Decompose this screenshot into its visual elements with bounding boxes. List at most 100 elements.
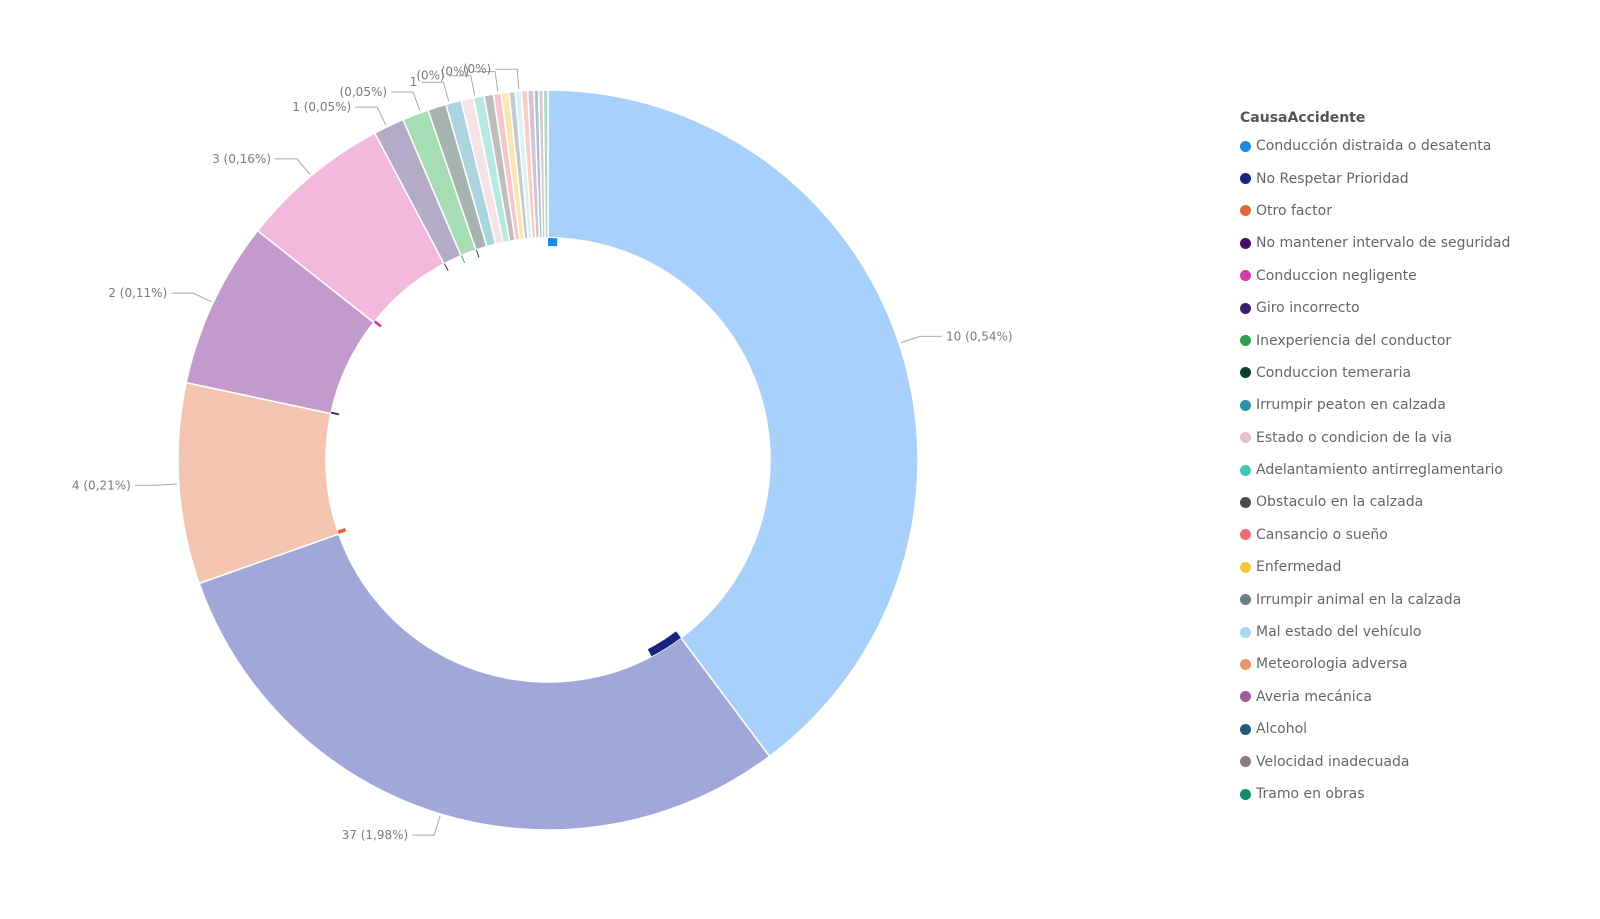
legend-marker-icon: [1240, 496, 1251, 508]
legend-item-alcohol[interactable]: Alcohol: [1240, 713, 1590, 745]
legend-marker-icon: [1240, 302, 1251, 314]
legend-item-irrumpir-animal-en-la-calzada[interactable]: Irrumpir animal en la calzada: [1240, 583, 1590, 615]
legend-item-no-mantener-intervalo-de-seguridad[interactable]: No mantener intervalo de seguridad: [1240, 227, 1590, 259]
legend-item-label: No mantener intervalo de seguridad: [1256, 235, 1511, 252]
legend-marker-icon: [1240, 788, 1251, 800]
legend-marker-icon: [1240, 140, 1251, 152]
legend-item-adelantamiento-antirreglamentario[interactable]: Adelantamiento antirreglamentario: [1240, 454, 1590, 486]
data-label-adelantamiento-antirreglamentario: (0%): [463, 62, 491, 76]
legend-marker-icon: [1240, 367, 1251, 379]
legend-item-label: Conducción distraida o desatenta: [1256, 138, 1492, 155]
legend-item-averia-mecanica[interactable]: Averia mecánica: [1240, 681, 1590, 713]
inner-slice-otro-factor[interactable]: [337, 527, 347, 535]
legend-item-label: Conduccion temeraria: [1256, 364, 1412, 381]
legend-item-label: Cansancio o sueño: [1256, 526, 1388, 543]
legend-marker-icon: [1240, 270, 1251, 282]
legend-item-conduccion-negligente[interactable]: Conduccion negligente: [1240, 260, 1590, 292]
data-label-otro-factor: 4 (0,21%): [72, 478, 131, 492]
legend-item-velocidad-inadecuada[interactable]: Velocidad inadecuada: [1240, 745, 1590, 777]
inner-slice-conduccion-negligente[interactable]: [373, 320, 382, 328]
legend-item-estado-o-condicion-de-la-via[interactable]: Estado o condicion de la via: [1240, 422, 1590, 454]
legend-item-label: Inexperiencia del conductor: [1256, 332, 1452, 349]
inner-slice-conduccion-distraida-o-desatenta[interactable]: [548, 238, 558, 247]
legend-marker-icon: [1240, 399, 1251, 411]
legend-item-label: No Respetar Prioridad: [1256, 170, 1409, 187]
legend-marker-icon: [1240, 594, 1251, 606]
legend-item-label: Estado o condicion de la via: [1256, 429, 1453, 446]
legend-item-cansancio-o-sueno[interactable]: Cansancio o sueño: [1240, 519, 1590, 551]
legend-marker-icon: [1240, 335, 1251, 347]
legend-title: CausaAccidente: [1240, 110, 1366, 126]
legend-marker-icon: [1240, 756, 1251, 768]
legend-item-conduccion-temeraria[interactable]: Conduccion temeraria: [1240, 357, 1590, 389]
inner-slice-conduccion-temeraria[interactable]: [475, 249, 480, 258]
legend-item-label: Velocidad inadecuada: [1256, 753, 1410, 770]
legend-item-label: Irrumpir peaton en calzada: [1256, 397, 1446, 414]
leader-line: [448, 75, 476, 96]
data-label-inexperiencia-del-conductor: (0,05%): [340, 85, 387, 99]
inner-slice-inexperiencia-del-conductor[interactable]: [461, 255, 466, 264]
data-label-no-mantener-intervalo-de-seguridad: 2 (0,11%): [108, 286, 167, 300]
legend-item-label: Mal estado del vehículo: [1256, 624, 1422, 641]
legend-marker-icon: [1240, 464, 1251, 476]
data-label-estado-o-condicion-de-la-via: (0%): [441, 65, 469, 79]
legend-marker-icon: [1240, 723, 1251, 735]
legend-marker-icon: [1240, 658, 1251, 670]
legend-item-label: Meteorologia adversa: [1256, 656, 1408, 673]
legend-item-conduccion-distraida-o-desatenta[interactable]: Conducción distraida o desatenta: [1240, 130, 1590, 162]
legend-marker-icon: [1240, 237, 1251, 249]
legend-marker-icon: [1240, 626, 1251, 638]
legend-item-label: Adelantamiento antirreglamentario: [1256, 462, 1503, 479]
data-label-no-respetar-prioridad: 37 (1,98%): [342, 828, 409, 842]
legend-item-otro-factor[interactable]: Otro factor: [1240, 195, 1590, 227]
legend: CausaAccidente Conducción distraida o de…: [1240, 110, 1590, 810]
data-labels: 10 (0,54%) 37 (1,98%) 4 (0,21%) 2 (0,11%) 3 …: [72, 62, 1013, 842]
legend-item-label: Tramo en obras: [1256, 786, 1365, 802]
legend-item-no-respetar-prioridad[interactable]: No Respetar Prioridad: [1240, 162, 1590, 194]
leader-line: [900, 335, 942, 344]
legend-item-label: Alcohol: [1256, 721, 1308, 738]
donut-inner-ring: [330, 238, 681, 657]
legend-item-label: Otro factor: [1256, 202, 1332, 219]
legend-item-label: Irrumpir animal en la calzada: [1256, 591, 1462, 608]
leader-line: [412, 815, 441, 836]
legend-item-giro-incorrecto[interactable]: Giro incorrecto: [1240, 292, 1590, 324]
legend-item-mal-estado-del-vehiculo[interactable]: Mal estado del vehículo: [1240, 616, 1590, 648]
leader-line: [495, 68, 520, 90]
legend-items: Conducción distraida o desatenta No Respe…: [1240, 130, 1590, 810]
leader-line: [134, 483, 177, 486]
legend-marker-icon: [1240, 529, 1251, 541]
legend-item-irrumpir-peaton-en-calzada[interactable]: Irrumpir peaton en calzada: [1240, 389, 1590, 421]
donut-chart: 10 (0,54%) 37 (1,98%) 4 (0,21%) 2 (0,11%) 3 …: [72, 62, 1013, 842]
legend-marker-icon: [1240, 173, 1251, 185]
legend-item-label: Conduccion negligente: [1256, 267, 1417, 284]
outer-slice-no-respetar-prioridad[interactable]: [198, 533, 771, 831]
legend-item-label: Averia mecánica: [1256, 688, 1372, 705]
legend-item-inexperiencia-del-conductor[interactable]: Inexperiencia del conductor: [1240, 324, 1590, 356]
data-label-conduccion-temeraria: 1: [410, 75, 418, 89]
legend-item-label: Enfermedad: [1256, 559, 1342, 576]
leader-line: [473, 71, 499, 92]
legend-item-enfermedad[interactable]: Enfermedad: [1240, 551, 1590, 583]
legend-item-meteorologia-adversa[interactable]: Meteorologia adversa: [1240, 648, 1590, 680]
inner-slice-giro-incorrecto[interactable]: [444, 263, 449, 271]
legend-item-label: Obstaculo en la calzada: [1256, 494, 1424, 511]
data-label-conduccion-distraida-o-desatenta: 10 (0,54%): [946, 329, 1013, 343]
outer-slice-conduccion-distraida-o-desatenta[interactable]: [547, 89, 919, 758]
inner-slice-no-respetar-prioridad[interactable]: [647, 631, 681, 657]
legend-item-tramo-en-obras[interactable]: Tramo en obras: [1240, 778, 1590, 810]
inner-slice-no-mantener-intervalo-de-seguridad[interactable]: [330, 411, 340, 416]
leader-line: [171, 292, 212, 303]
legend-item-label: Giro incorrecto: [1256, 300, 1360, 317]
legend-item-obstaculo-en-la-calzada[interactable]: Obstaculo en la calzada: [1240, 486, 1590, 518]
legend-marker-icon: [1240, 691, 1251, 703]
data-label-conduccion-negligente: 3 (0,16%): [212, 152, 271, 166]
leader-line: [355, 106, 387, 126]
data-label-giro-incorrecto: 1 (0,05%): [292, 100, 351, 114]
legend-marker-icon: [1240, 561, 1251, 573]
data-label-irrumpir-peaton-en-calzada: (0%): [416, 69, 444, 83]
leader-line: [391, 91, 421, 111]
leader-line: [275, 158, 311, 175]
legend-marker-icon: [1240, 205, 1251, 217]
legend-marker-icon: [1240, 432, 1251, 444]
